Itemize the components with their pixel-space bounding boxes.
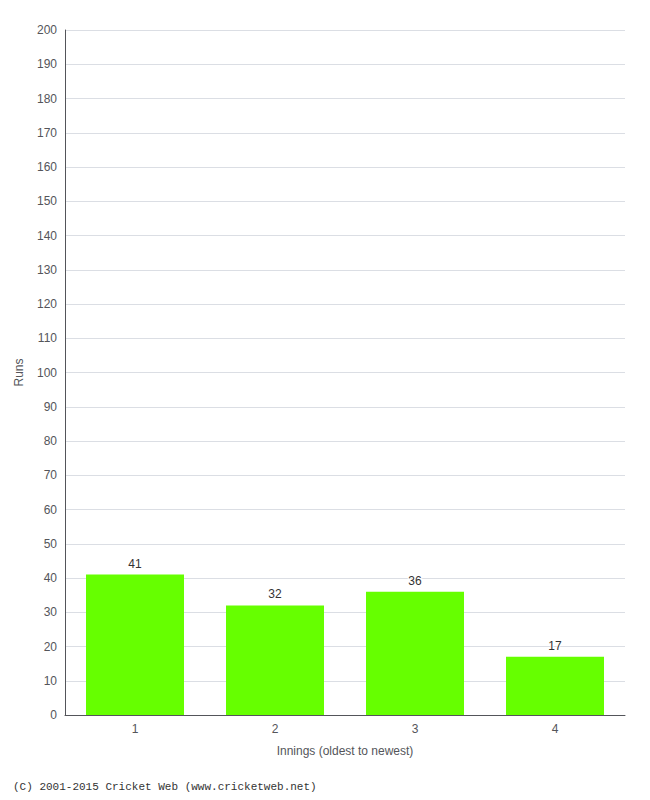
svg-text:4: 4	[552, 722, 559, 736]
svg-text:41: 41	[128, 557, 142, 571]
svg-text:100: 100	[37, 366, 57, 380]
svg-text:150: 150	[37, 194, 57, 208]
svg-text:Innings (oldest to newest): Innings (oldest to newest)	[277, 744, 414, 758]
svg-text:Runs: Runs	[12, 358, 26, 386]
svg-text:190: 190	[37, 57, 57, 71]
svg-text:80: 80	[44, 434, 58, 448]
svg-text:1: 1	[132, 722, 139, 736]
svg-text:(C) 2001-2015 Cricket Web (www: (C) 2001-2015 Cricket Web (www.cricketwe…	[13, 781, 317, 793]
svg-text:17: 17	[548, 639, 562, 653]
svg-text:160: 160	[37, 160, 57, 174]
svg-text:170: 170	[37, 126, 57, 140]
svg-text:36: 36	[408, 574, 422, 588]
svg-text:32: 32	[268, 587, 282, 601]
svg-text:130: 130	[37, 263, 57, 277]
svg-text:110: 110	[38, 331, 57, 345]
svg-text:20: 20	[44, 640, 58, 654]
svg-text:0: 0	[50, 708, 57, 722]
svg-text:50: 50	[44, 537, 58, 551]
svg-text:70: 70	[44, 468, 58, 482]
svg-text:2: 2	[272, 722, 279, 736]
svg-text:90: 90	[44, 400, 58, 414]
svg-text:140: 140	[37, 229, 57, 243]
svg-text:120: 120	[37, 297, 57, 311]
svg-text:180: 180	[37, 92, 57, 106]
svg-text:10: 10	[44, 674, 58, 688]
svg-text:30: 30	[44, 605, 58, 619]
svg-text:60: 60	[44, 503, 58, 517]
svg-text:200: 200	[37, 23, 57, 37]
svg-text:40: 40	[44, 571, 58, 585]
svg-text:3: 3	[412, 722, 419, 736]
